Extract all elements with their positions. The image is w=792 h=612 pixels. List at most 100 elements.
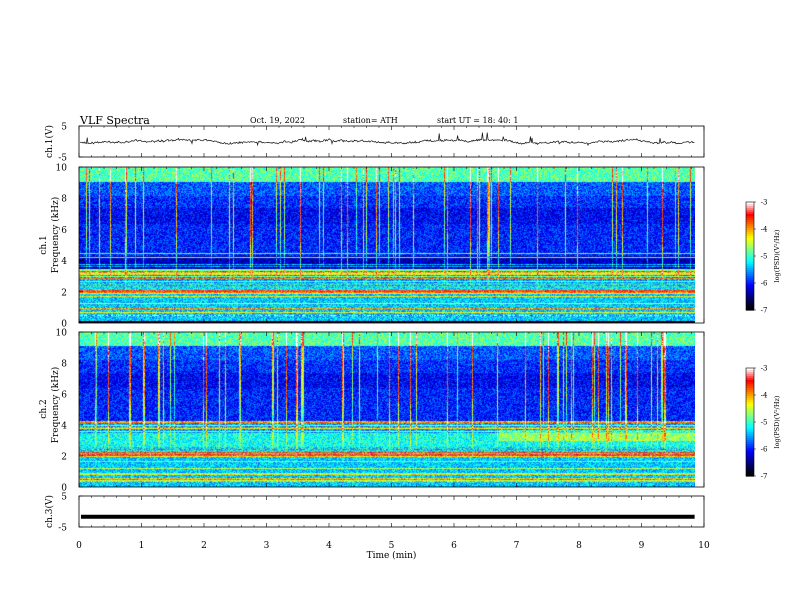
colorbar-segment	[746, 308, 754, 311]
colorbar-segment	[746, 394, 754, 397]
colorbar-segment	[746, 254, 754, 257]
colorbar-segment	[746, 304, 754, 307]
colorbar-segment	[746, 408, 754, 411]
x-tick-label: 5	[389, 541, 395, 551]
x-tick-label: 6	[451, 541, 457, 551]
colorbar-segment	[746, 462, 754, 465]
colorbar-segment	[746, 414, 754, 417]
ch1-waveform-line	[79, 132, 695, 147]
sp2-y-tick-label: 6	[61, 391, 67, 401]
colorbar-segment	[746, 274, 754, 277]
colorbar-segment	[746, 436, 754, 439]
colorbar-segment	[746, 250, 754, 253]
colorbar-segment	[746, 306, 754, 309]
ch3-frame	[78, 495, 705, 528]
figure-title: VLF Spectra	[80, 114, 150, 127]
sp1-y-tick-label: 4	[61, 257, 67, 267]
colorbar-segment	[746, 212, 754, 215]
colorbar-segment	[746, 246, 754, 249]
ch1-y-tick-label: -5	[58, 154, 67, 164]
colorbar-segment	[746, 448, 754, 451]
colorbar-segment	[746, 438, 754, 441]
colorbar-segment	[746, 444, 754, 447]
colorbar-segment	[746, 294, 754, 297]
colorbar-segment	[746, 258, 754, 261]
colorbar-segment	[746, 440, 754, 443]
colorbar-tick-label: -4	[761, 226, 768, 234]
sp1-y-tick-label: 6	[61, 226, 67, 236]
colorbar-segment	[746, 396, 754, 399]
colorbar-segment	[746, 410, 754, 413]
colorbar-segment	[746, 204, 754, 207]
ch1-spectrogram-channel-label: ch.1	[39, 235, 49, 254]
x-tick-label: 8	[576, 541, 582, 551]
colorbar-segment	[746, 270, 754, 273]
colorbar-segment	[746, 210, 754, 213]
colorbar-segment	[746, 226, 754, 229]
ch1-y-axis-label: ch.1(V)	[44, 125, 55, 158]
axes-layer	[78, 125, 756, 528]
ch2-colorbar	[745, 367, 756, 477]
sp1-y-tick-label: 2	[61, 288, 67, 298]
colorbar-segment	[746, 432, 754, 435]
x-tick-label: 9	[639, 541, 645, 551]
colorbar-segment	[746, 370, 754, 373]
colorbar-segment	[746, 264, 754, 267]
colorbar-segment	[746, 390, 754, 393]
colorbar-segment	[746, 398, 754, 401]
colorbar-segment	[746, 464, 754, 467]
sp2-y-tick-label: 8	[61, 360, 67, 370]
sp1-y-tick-label: 8	[61, 195, 67, 205]
colorbar-segment	[746, 384, 754, 387]
colorbar-segment	[746, 266, 754, 269]
x-tick-label: 4	[326, 541, 332, 551]
colorbar-segment	[746, 302, 754, 305]
colorbar-segment	[746, 456, 754, 459]
colorbar-segment	[746, 406, 754, 409]
colorbar-segment	[746, 288, 754, 291]
colorbar-tick-label: -5	[761, 419, 768, 427]
x-tick-label: 2	[201, 541, 207, 551]
colorbar-segment	[746, 380, 754, 383]
colorbar-segment	[746, 238, 754, 241]
colorbar-segment	[746, 446, 754, 449]
colorbar-tick-label: -6	[761, 280, 768, 288]
colorbar-segment	[746, 430, 754, 433]
colorbar-tick-label: -7	[761, 473, 768, 481]
colorbar-segment	[746, 420, 754, 423]
colorbar-segment	[746, 470, 754, 473]
sp1-y-tick-label: 10	[56, 164, 68, 174]
colorbar-segment	[746, 474, 754, 477]
sp2-y-tick-label: 0	[61, 484, 67, 494]
colorbar-segment	[746, 300, 754, 303]
colorbar-segment	[746, 434, 754, 437]
colorbar-segment	[746, 242, 754, 245]
colorbar-segment	[746, 466, 754, 469]
ch1-frequency-axis-label: Frequency (kHz)	[50, 197, 61, 274]
colorbar-tick-label: -3	[761, 365, 768, 373]
x-tick-label: 7	[514, 541, 520, 551]
colorbar-segment	[746, 248, 754, 251]
colorbar-segment	[746, 278, 754, 281]
date-label: Oct. 19, 2022	[250, 116, 305, 125]
colorbar-segment	[746, 232, 754, 235]
station-label: station= ATH	[343, 116, 398, 125]
ch3-y-tick-label: -5	[58, 524, 67, 534]
ch2-spectrogram-image	[79, 332, 695, 487]
colorbar-segment	[746, 388, 754, 391]
colorbar-segment	[746, 244, 754, 247]
colorbar-tick-label: -3	[761, 199, 768, 207]
colorbar-segment	[746, 378, 754, 381]
colorbar-segment	[746, 426, 754, 429]
sp2-y-tick-label: 4	[61, 422, 67, 432]
colorbar-segment	[746, 400, 754, 403]
colorbar-segment	[746, 282, 754, 285]
sp1-y-tick-label: 0	[61, 320, 67, 330]
colorbar-segment	[746, 292, 754, 295]
colorbar-segment	[746, 276, 754, 279]
colorbar-segment	[746, 424, 754, 427]
ch3-y-axis-label: ch.3(V)	[44, 495, 55, 528]
colorbar-segment	[746, 416, 754, 419]
colorbar-segment	[746, 218, 754, 221]
